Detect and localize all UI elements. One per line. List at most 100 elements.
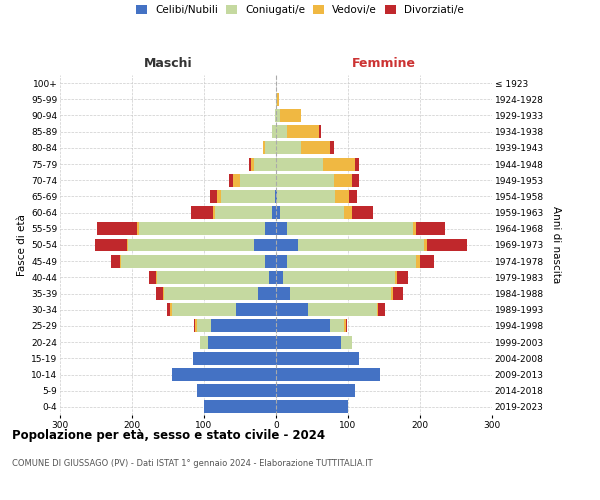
Text: Maschi: Maschi (143, 57, 193, 70)
Bar (97, 222, 137, 235)
Bar (276, 320, 330, 332)
Bar (280, 206, 344, 219)
Bar (276, 287, 290, 300)
Legend: Celibi/Nubili, Coniugati/e, Vedovi/e, Divorziati/e: Celibi/Nubili, Coniugati/e, Vedovi/e, Di… (136, 5, 464, 15)
Bar (276, 206, 280, 219)
Bar (121, 254, 265, 268)
Bar (276, 93, 277, 106)
Bar (95, 238, 127, 252)
Bar (277, 190, 335, 203)
Bar (272, 206, 276, 219)
Bar (265, 142, 276, 154)
Bar (215, 206, 272, 219)
Bar (427, 238, 467, 252)
Bar (210, 190, 217, 203)
Bar (323, 158, 355, 170)
Bar (276, 174, 334, 186)
Bar (111, 254, 120, 268)
Bar (416, 222, 445, 235)
Bar (254, 158, 276, 170)
Bar (424, 238, 427, 252)
Bar (319, 125, 320, 138)
Bar (330, 142, 334, 154)
Bar (254, 238, 276, 252)
Bar (352, 174, 359, 186)
Bar (277, 93, 279, 106)
Bar (265, 222, 276, 235)
Bar (196, 320, 197, 332)
Bar (276, 142, 301, 154)
Bar (352, 206, 373, 219)
Bar (221, 190, 275, 203)
Bar (276, 400, 348, 413)
Bar (413, 222, 416, 235)
Bar (276, 109, 280, 122)
Bar (335, 190, 349, 203)
Bar (212, 206, 215, 219)
Bar (156, 287, 163, 300)
Bar (193, 352, 276, 365)
Bar (276, 238, 298, 252)
Bar (251, 158, 254, 170)
Bar (276, 336, 341, 348)
Bar (204, 400, 276, 413)
Bar (194, 320, 196, 332)
Bar (349, 190, 356, 203)
Text: Popolazione per età, sesso e stato civile - 2024: Popolazione per età, sesso e stato civil… (12, 430, 325, 442)
Bar (287, 222, 413, 235)
Bar (290, 287, 391, 300)
Bar (346, 320, 347, 332)
Bar (377, 304, 378, 316)
Bar (287, 254, 416, 268)
Bar (280, 109, 301, 122)
Bar (276, 254, 287, 268)
Bar (378, 304, 385, 316)
Bar (344, 320, 346, 332)
Bar (149, 271, 156, 284)
Bar (208, 336, 276, 348)
Bar (272, 125, 276, 138)
Y-axis label: Anni di nascita: Anni di nascita (551, 206, 560, 284)
Bar (301, 142, 330, 154)
Bar (276, 384, 355, 397)
Bar (276, 304, 308, 316)
Bar (164, 287, 258, 300)
Bar (276, 222, 287, 235)
Bar (240, 174, 276, 186)
Bar (197, 320, 211, 332)
Bar (172, 368, 276, 381)
Bar (167, 304, 170, 316)
Text: Femmine: Femmine (352, 57, 416, 70)
Bar (298, 238, 424, 252)
Bar (229, 174, 233, 186)
Bar (287, 125, 319, 138)
Bar (397, 271, 408, 284)
Bar (170, 304, 172, 316)
Bar (276, 352, 359, 365)
Bar (233, 174, 240, 186)
Bar (120, 254, 121, 268)
Bar (355, 158, 359, 170)
Bar (275, 109, 276, 122)
Bar (276, 125, 287, 138)
Bar (276, 368, 380, 381)
Y-axis label: Fasce di età: Fasce di età (17, 214, 27, 276)
Bar (330, 320, 344, 332)
Bar (341, 336, 352, 348)
Bar (391, 287, 392, 300)
Bar (258, 287, 276, 300)
Bar (392, 287, 403, 300)
Bar (217, 190, 221, 203)
Bar (276, 271, 283, 284)
Bar (276, 158, 323, 170)
Bar (157, 271, 269, 284)
Bar (127, 238, 128, 252)
Bar (265, 254, 276, 268)
Bar (137, 222, 139, 235)
Bar (191, 206, 212, 219)
Text: COMUNE DI GIUSSAGO (PV) - Dati ISTAT 1° gennaio 2024 - Elaborazione TUTTITALIA.I: COMUNE DI GIUSSAGO (PV) - Dati ISTAT 1° … (12, 458, 373, 468)
Bar (211, 320, 276, 332)
Bar (128, 238, 254, 252)
Bar (308, 304, 377, 316)
Bar (163, 287, 164, 300)
